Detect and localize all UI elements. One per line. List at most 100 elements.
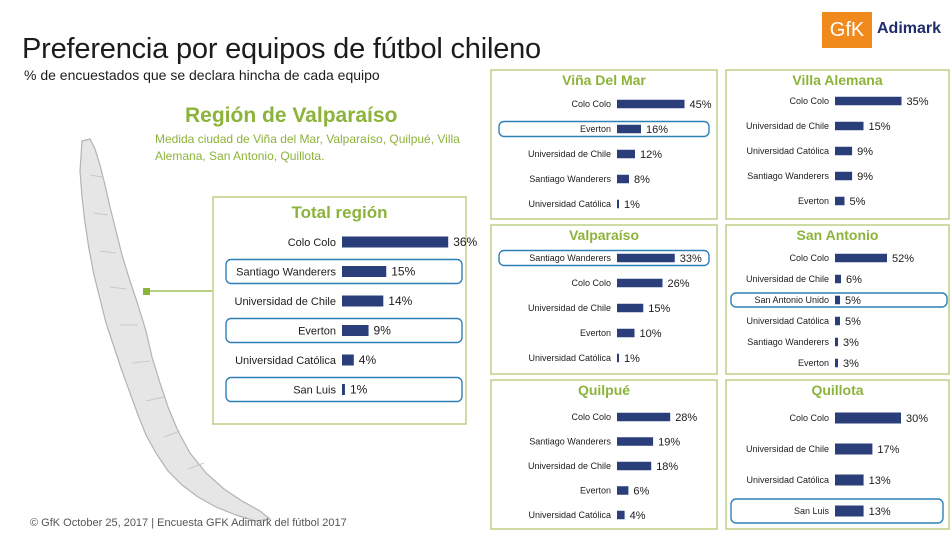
chart-title: Valparaíso [569,227,639,243]
bar [835,474,864,486]
data-label: 1% [350,383,368,397]
bar [617,174,629,184]
highlight-box [730,292,948,308]
data-label: 52% [892,253,914,265]
highlight-box [498,249,710,267]
bar [617,253,675,263]
chile-map-icon [79,138,272,522]
category-label: Colo Colo [571,278,611,288]
data-label: 17% [877,444,899,456]
data-label: 35% [907,96,929,108]
bar [617,353,619,363]
category-label: Universidad de Chile [746,274,829,284]
category-label: San Antonio Unido [754,295,829,305]
bar [835,358,838,368]
bar [617,510,625,520]
highlight-box [225,317,463,344]
chart-san-antonio: San Antonio Colo Colo 52% Universidad de Ch… [725,224,950,375]
chart-quillota: Quillota Colo Colo 30% Universidad de Chile… [725,379,950,530]
data-label: 4% [630,510,646,522]
data-label: 15% [391,265,415,279]
category-label: Santiago Wanderers [529,253,611,263]
page-subtitle: % de encuestados que se declara hincha d… [24,67,380,83]
chart-frame [725,69,950,220]
data-label: 26% [668,278,690,290]
bar [342,266,387,277]
category-label: Santiago Wanderers [747,171,829,181]
data-label: 5% [845,316,861,328]
data-label: 3% [843,337,859,349]
category-label: Colo Colo [789,413,829,423]
category-label: Universidad de Chile [528,149,611,159]
data-label: 9% [857,146,873,158]
data-label: 6% [846,274,862,286]
data-label: 6% [633,485,649,497]
bar [617,437,654,446]
data-label: 15% [648,303,670,315]
bar [835,274,841,284]
bar [617,461,652,471]
chart-quilpue: Quilpué Colo Colo 28% Santiago Wanderers 19%… [490,379,718,530]
bar [342,354,354,366]
category-label: Everton [298,325,336,337]
category-label: San Luis [794,506,830,516]
bar [617,99,685,109]
category-label: Everton [580,124,611,134]
bar [617,278,663,288]
chart-title: Quillota [811,382,863,398]
category-label: Universidad Católica [528,510,611,520]
chart-title: Quilpué [578,382,630,398]
logo-name: Adimark [877,20,942,37]
chart-frame [725,379,950,530]
data-label: 1% [624,199,640,211]
category-label: San Luis [293,384,336,396]
category-label: Colo Colo [571,412,611,422]
highlight-box [498,120,710,138]
category-label: Universidad de Chile [528,303,611,313]
data-label: 9% [857,171,873,183]
bar [835,316,840,326]
data-label: 36% [453,235,477,249]
highlight-box [225,258,463,285]
data-label: 8% [634,174,650,186]
bar [835,96,902,106]
gfk-adimark-logo: GfK Adimark [822,12,946,48]
chart-title: San Antonio [797,227,879,243]
data-label: 9% [374,324,392,338]
category-label: Universidad Católica [746,316,829,326]
data-label: 45% [690,99,712,111]
category-label: Universidad Católica [528,199,611,209]
chart-title: Villa Alemana [792,72,882,88]
category-label: Colo Colo [571,99,611,109]
highlight-box [225,376,463,403]
data-label: 28% [675,412,697,424]
highlight-box [730,498,944,524]
data-label: 10% [640,328,662,340]
data-label: 4% [359,353,377,367]
category-label: Colo Colo [789,253,829,263]
bar [342,325,369,336]
category-label: Everton [798,196,829,206]
data-label: 14% [388,294,412,308]
data-label: 15% [869,121,891,133]
chart-vina-del-mar: Viña Del Mar Colo Colo 45% Everton 16% Univer… [490,69,718,220]
footer-note: © GfK October 25, 2017 | Encuesta GFK Ad… [30,517,347,529]
bar [835,121,864,131]
category-label: Santiago Wanderers [529,174,611,184]
category-label: Universidad de Chile [746,444,829,454]
category-label: Universidad de Chile [528,461,611,471]
region-title: Región de Valparaíso [185,104,398,127]
category-label: Everton [580,328,611,338]
category-label: Colo Colo [288,237,336,249]
data-label: 5% [845,295,861,307]
bar [617,199,619,209]
chart-frame [212,196,467,425]
chart-frame [725,224,950,375]
data-label: 1% [624,353,640,365]
bar [617,328,635,338]
data-label: 18% [656,461,678,473]
chart-valparaiso: Valparaíso Santiago Wanderers 33% Colo Colo… [490,224,718,375]
chart-villa-alemana: Villa Alemana Colo Colo 35% Universidad de … [725,69,950,220]
data-label: 5% [850,196,866,208]
category-label: Everton [798,358,829,368]
